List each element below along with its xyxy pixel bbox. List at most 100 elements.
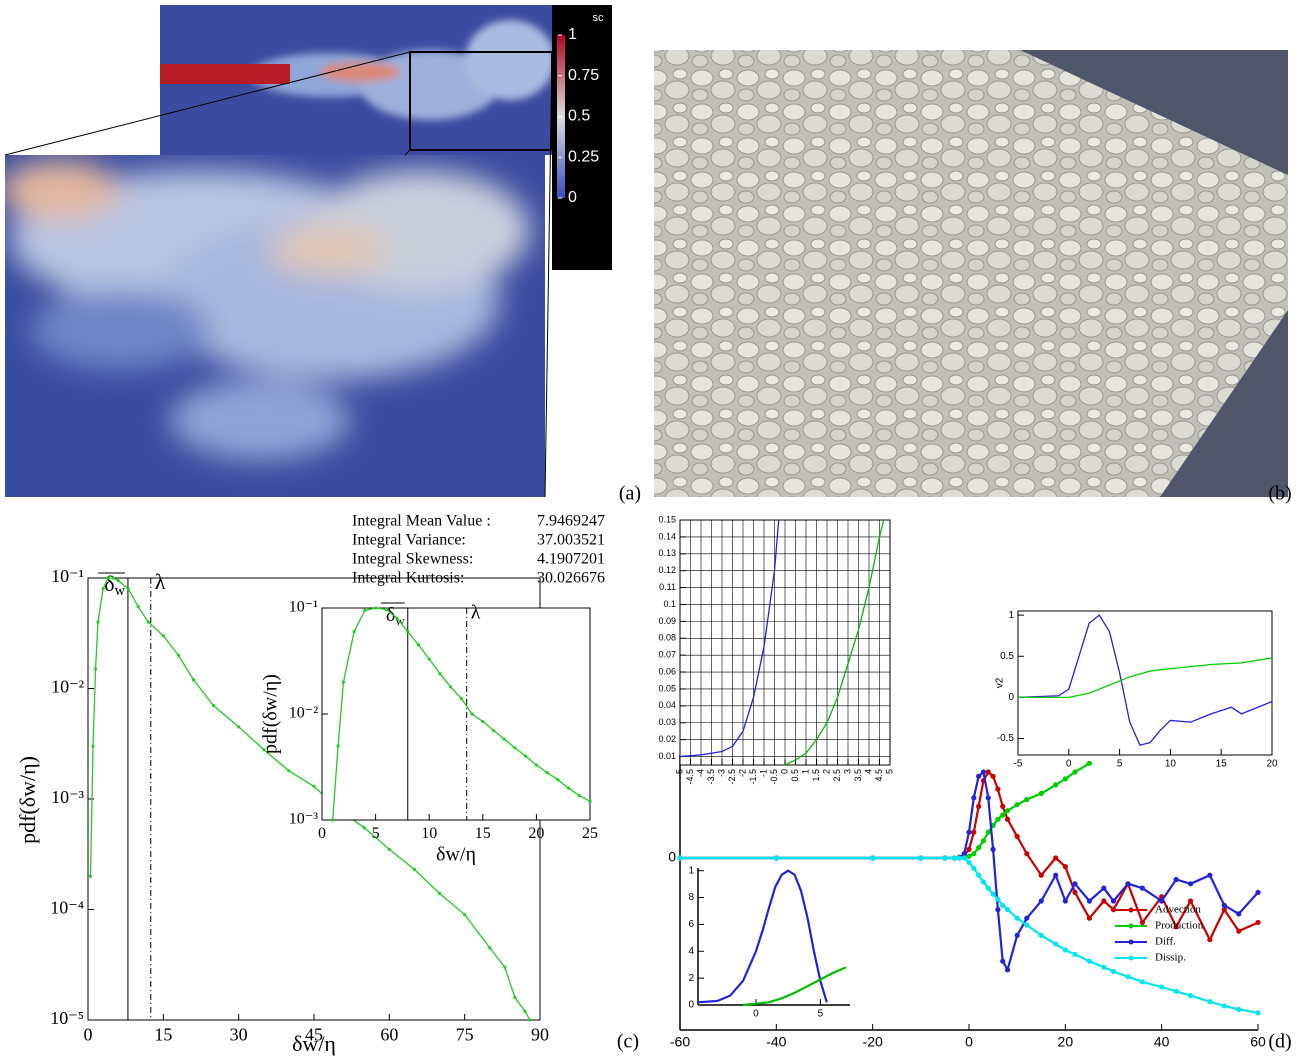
data-point <box>262 747 266 752</box>
series-line <box>742 966 847 1007</box>
data-point <box>961 855 967 861</box>
data-point <box>1000 812 1006 818</box>
y-tick-label: 2 <box>688 973 694 984</box>
data-point <box>870 855 876 861</box>
data-point <box>976 773 982 779</box>
panel-label: (b) <box>1268 483 1291 505</box>
x-tick-label: 2.5 <box>832 769 842 782</box>
reference-label: δw <box>104 571 125 599</box>
data-point <box>1139 979 1145 985</box>
y-tick-label: 10⁻¹ <box>51 566 84 586</box>
data-point <box>463 912 467 917</box>
data-point <box>566 786 571 790</box>
data-point <box>449 685 453 689</box>
data-point <box>126 587 130 591</box>
data-point <box>534 763 539 767</box>
data-point <box>1072 951 1078 957</box>
stat-value: 37.003521 <box>537 532 605 549</box>
y-tick-label: 0.01 <box>658 751 676 761</box>
data-point <box>985 795 991 801</box>
data-point <box>513 746 517 750</box>
data-point <box>980 879 987 885</box>
x-tick-label: 90 <box>531 1024 549 1044</box>
data-point <box>341 680 346 684</box>
data-point <box>980 769 987 775</box>
x-axis-label: δw/η <box>292 1031 336 1056</box>
data-point <box>1139 885 1145 891</box>
data-point <box>1000 803 1006 810</box>
data-point <box>966 853 972 859</box>
data-point <box>971 795 977 801</box>
y-tick-label: 0.5 <box>1000 651 1014 662</box>
x-tick-label: 4.5 <box>874 769 884 782</box>
data-point <box>481 719 485 724</box>
data-point <box>971 851 977 857</box>
x-tick-label: -1.5 <box>748 769 758 785</box>
data-point <box>1024 915 1030 921</box>
data-point <box>437 891 442 895</box>
x-tick-label: 40 <box>1154 1033 1170 1049</box>
x-tick-label: -0.5 <box>769 769 779 785</box>
stat-label: Integral Variance: <box>352 532 466 549</box>
data-point <box>336 744 340 748</box>
data-point <box>106 576 110 580</box>
x-tick-label: 0 <box>965 1033 973 1049</box>
x-tick-label: 1 <box>800 769 810 774</box>
x-tick-label: 1.5 <box>811 769 821 782</box>
data-point <box>237 725 241 729</box>
data-point <box>502 737 506 741</box>
x-tick-label: 0 <box>1066 759 1072 770</box>
data-point <box>1110 968 1117 975</box>
data-point <box>1187 993 1194 999</box>
data-point <box>971 865 977 871</box>
data-point <box>93 667 98 671</box>
data-point <box>1221 902 1227 908</box>
data-point <box>1159 898 1165 904</box>
y-tick-label: 0.13 <box>658 548 676 558</box>
x-tick-label: -20 <box>863 1033 883 1049</box>
data-point <box>985 769 991 775</box>
data-point <box>1125 881 1131 887</box>
data-point <box>412 867 417 872</box>
stat-label: Integral Kurtosis: <box>352 570 464 587</box>
y-tick-label: 10⁻³ <box>289 811 318 828</box>
chart-group: 0 5 10 15 20 25 10⁻¹ 10⁻² 10⁻³ δw λ δw/η pdf(δw/η) <box>260 599 598 866</box>
x-tick-label: 3 <box>842 769 852 774</box>
panel-label: (a) <box>619 483 641 505</box>
reference-label: δw <box>386 604 405 628</box>
x-tick-label: 5 <box>372 825 380 842</box>
data-point <box>1101 885 1107 891</box>
data-point <box>438 672 442 676</box>
data-point <box>677 855 683 861</box>
data-point <box>1110 907 1117 913</box>
data-point <box>966 829 972 835</box>
data-point <box>459 696 463 701</box>
x-tick-label: 10 <box>1165 759 1177 770</box>
y-tick-label: 10⁻⁴ <box>50 898 84 918</box>
legend-marker <box>1128 939 1134 945</box>
colorbar-title: sc <box>593 12 605 24</box>
reference-subscript: w <box>395 613 405 628</box>
y-tick-label: 0 <box>668 849 676 865</box>
stat-value: 4.1907201 <box>537 551 605 568</box>
stat-label: Integral Mean Value : <box>352 513 491 530</box>
chart-group: 0 5 0 2 4 6 8 1 <box>688 865 850 1020</box>
x-tick-label: 25 <box>582 825 598 842</box>
x-tick-label: 5 <box>818 1009 824 1020</box>
data-point <box>374 606 378 610</box>
data-point <box>111 576 115 580</box>
x-tick-label: 15 <box>154 1024 172 1044</box>
y-tick-label: -0.5 <box>997 733 1015 744</box>
data-point <box>976 845 982 851</box>
data-point <box>161 634 165 638</box>
reference-symbol: δ <box>386 604 395 626</box>
reference-label: λ <box>155 569 166 594</box>
data-point <box>951 855 958 861</box>
y-tick-label: 1 <box>1008 610 1014 621</box>
panel-label: (c) <box>617 1031 639 1053</box>
data-point <box>1101 964 1107 970</box>
data-point <box>1062 898 1068 904</box>
data-point <box>1173 988 1179 994</box>
